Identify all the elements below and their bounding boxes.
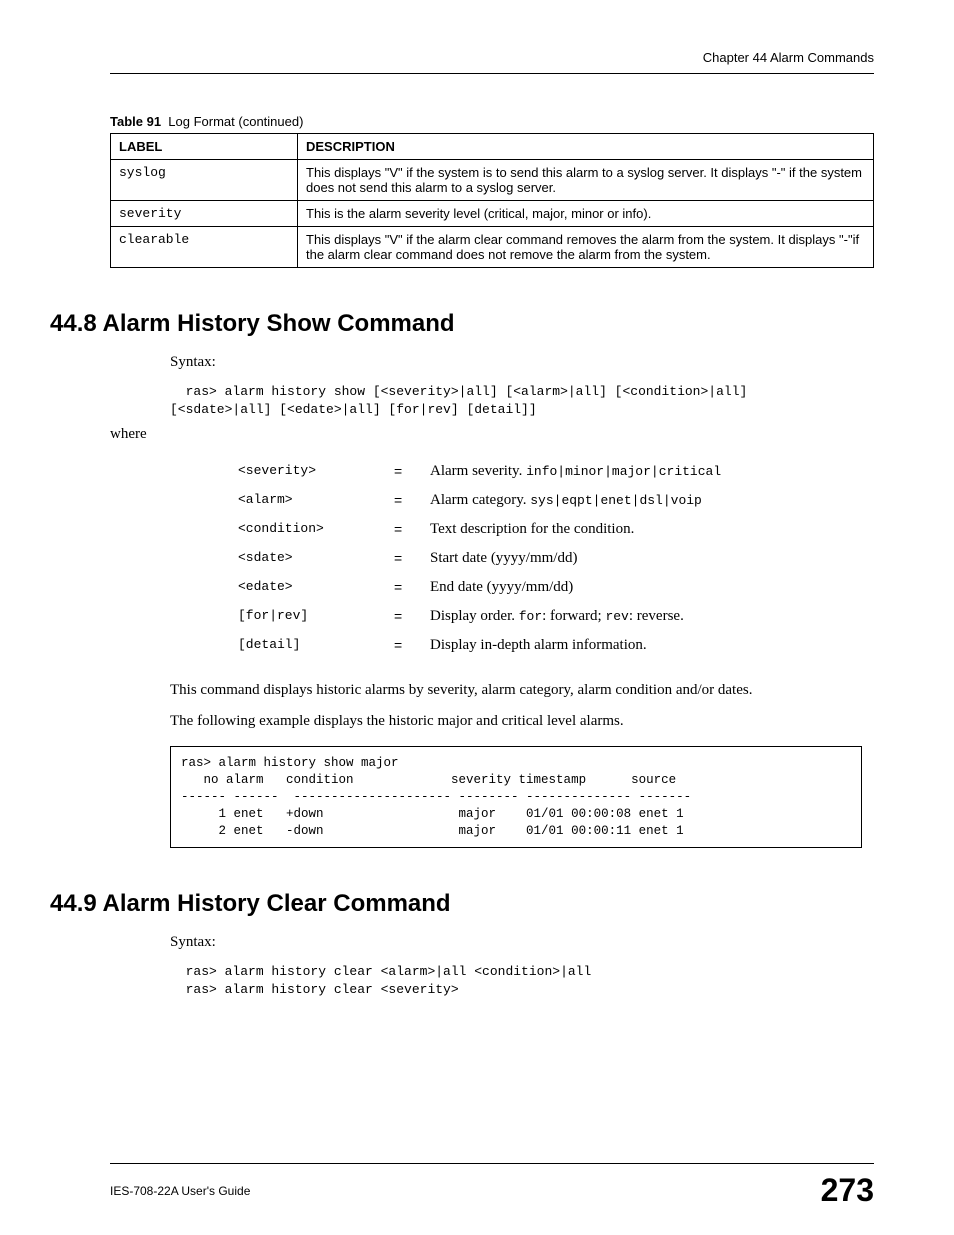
param-name: <alarm>: [230, 486, 386, 515]
param-row: <sdate> = Start date (yyyy/mm/dd): [230, 544, 729, 573]
table-title: Log Format (continued): [168, 114, 303, 129]
param-name: <sdate>: [230, 544, 386, 573]
log-format-table: LABEL DESCRIPTION syslog This displays "…: [110, 133, 874, 268]
where-label: where: [110, 426, 874, 443]
section-449-title: 44.9 Alarm History Clear Command: [50, 890, 874, 918]
terminal-output: ras> alarm history show major no alarm c…: [170, 746, 862, 848]
param-name: [for|rev]: [230, 602, 386, 631]
syntax-code: ras> alarm history show [<severity>|all]…: [170, 383, 874, 418]
equals: =: [386, 573, 422, 602]
param-desc: Alarm severity. info|minor|major|critica…: [422, 457, 729, 486]
cell-label: clearable: [111, 227, 298, 268]
table-label: Table 91: [110, 114, 161, 129]
param-name: <condition>: [230, 515, 386, 544]
param-row: <edate> = End date (yyyy/mm/dd): [230, 573, 729, 602]
equals: =: [386, 631, 422, 660]
page: Chapter 44 Alarm Commands Table 91 Log F…: [0, 0, 954, 1235]
table-row: syslog This displays "V" if the system i…: [111, 160, 874, 201]
param-name: <edate>: [230, 573, 386, 602]
cell-label: syslog: [111, 160, 298, 201]
para-example: The following example displays the histo…: [170, 711, 862, 732]
param-row: [for|rev] = Display order. for: forward;…: [230, 602, 729, 631]
syntax-label-2: Syntax:: [170, 932, 862, 953]
cell-desc: This displays "V" if the system is to se…: [298, 160, 874, 201]
table-header-row: LABEL DESCRIPTION: [111, 134, 874, 160]
para-desc: This command displays historic alarms by…: [170, 680, 862, 701]
cell-desc: This is the alarm severity level (critic…: [298, 201, 874, 227]
syntax-code-2: ras> alarm history clear <alarm>|all <co…: [170, 963, 874, 998]
cell-label: severity: [111, 201, 298, 227]
param-row: [detail] = Display in-depth alarm inform…: [230, 631, 729, 660]
param-desc: Alarm category. sys|eqpt|enet|dsl|voip: [422, 486, 729, 515]
col-description: DESCRIPTION: [298, 134, 874, 160]
equals: =: [386, 602, 422, 631]
param-row: <severity> = Alarm severity. info|minor|…: [230, 457, 729, 486]
syntax-label: Syntax:: [170, 352, 862, 373]
param-row: <condition> = Text description for the c…: [230, 515, 729, 544]
param-desc: Text description for the condition.: [422, 515, 729, 544]
param-name: <severity>: [230, 457, 386, 486]
param-desc: End date (yyyy/mm/dd): [422, 573, 729, 602]
equals: =: [386, 515, 422, 544]
equals: =: [386, 544, 422, 573]
guide-name: IES-708-22A User's Guide: [110, 1184, 250, 1198]
equals: =: [386, 486, 422, 515]
params-table: <severity> = Alarm severity. info|minor|…: [230, 457, 729, 660]
page-footer: IES-708-22A User's Guide 273: [110, 1163, 874, 1209]
cell-desc: This displays "V" if the alarm clear com…: [298, 227, 874, 268]
col-label: LABEL: [111, 134, 298, 160]
param-desc: Display in-depth alarm information.: [422, 631, 729, 660]
section-448-title: 44.8 Alarm History Show Command: [50, 310, 874, 338]
chapter-header: Chapter 44 Alarm Commands: [110, 50, 874, 74]
param-desc: Display order. for: forward; rev: revers…: [422, 602, 729, 631]
page-number: 273: [821, 1172, 874, 1209]
table-row: severity This is the alarm severity leve…: [111, 201, 874, 227]
table-caption: Table 91 Log Format (continued): [110, 114, 874, 129]
param-name: [detail]: [230, 631, 386, 660]
equals: =: [386, 457, 422, 486]
param-desc: Start date (yyyy/mm/dd): [422, 544, 729, 573]
param-row: <alarm> = Alarm category. sys|eqpt|enet|…: [230, 486, 729, 515]
table-row: clearable This displays "V" if the alarm…: [111, 227, 874, 268]
